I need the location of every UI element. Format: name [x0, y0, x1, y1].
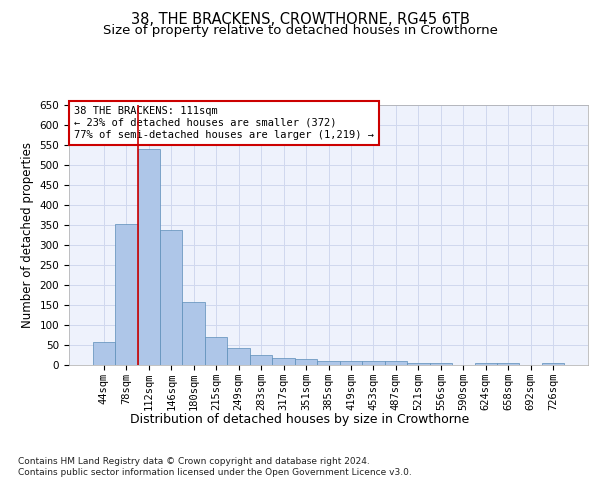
Text: 38, THE BRACKENS, CROWTHORNE, RG45 6TB: 38, THE BRACKENS, CROWTHORNE, RG45 6TB	[131, 12, 469, 28]
Bar	[295, 359, 317, 365]
Bar	[92, 342, 115, 365]
Bar	[272, 358, 295, 365]
Bar	[340, 361, 362, 365]
Bar	[317, 361, 340, 365]
Bar	[362, 362, 385, 365]
Text: Distribution of detached houses by size in Crowthorne: Distribution of detached houses by size …	[130, 412, 470, 426]
Bar	[385, 361, 407, 365]
Y-axis label: Number of detached properties: Number of detached properties	[21, 142, 34, 328]
Bar	[497, 363, 520, 365]
Bar	[160, 230, 182, 365]
Bar	[205, 337, 227, 365]
Bar	[542, 363, 565, 365]
Bar	[430, 364, 452, 365]
Bar	[407, 363, 430, 365]
Text: Size of property relative to detached houses in Crowthorne: Size of property relative to detached ho…	[103, 24, 497, 37]
Bar	[227, 348, 250, 365]
Bar	[182, 302, 205, 365]
Bar	[115, 224, 137, 365]
Bar	[475, 363, 497, 365]
Text: Contains HM Land Registry data © Crown copyright and database right 2024.
Contai: Contains HM Land Registry data © Crown c…	[18, 458, 412, 477]
Bar	[137, 149, 160, 365]
Bar	[250, 356, 272, 365]
Text: 38 THE BRACKENS: 111sqm
← 23% of detached houses are smaller (372)
77% of semi-d: 38 THE BRACKENS: 111sqm ← 23% of detache…	[74, 106, 374, 140]
